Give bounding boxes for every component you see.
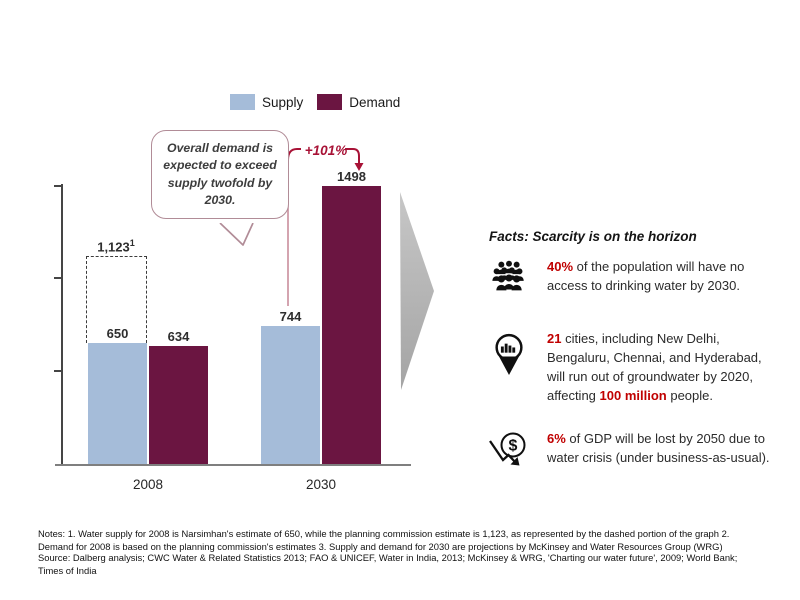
- category-label-2030: 2030: [305, 477, 337, 492]
- dashed-estimate-box: [86, 256, 147, 343]
- y-axis-tick: [54, 277, 62, 279]
- label-demand-2030: 1498: [337, 169, 366, 184]
- bar-demand-2030: [322, 186, 381, 464]
- svg-text:$: $: [509, 438, 518, 455]
- callout-bubble: Overall demand is expected to exceed sup…: [151, 130, 289, 219]
- y-axis-tick: [54, 185, 62, 187]
- label-supply-2008: 650: [106, 326, 129, 341]
- bar-supply-2030: [261, 326, 320, 464]
- legend-label-demand: Demand: [349, 94, 401, 110]
- legend-item-supply: Supply: [230, 94, 303, 110]
- fact-row-cities: 21 cities, including New Delhi, Bengalur…: [486, 330, 786, 405]
- legend-label-supply: Supply: [262, 94, 304, 110]
- gdp-decline-icon: $: [486, 430, 532, 474]
- footnotes: Notes: 1. Water supply for 2008 is Narsi…: [38, 528, 730, 553]
- callout-bubble-tail: [219, 223, 254, 246]
- y-axis-tick: [54, 370, 62, 372]
- bar-demand-2008: [149, 346, 208, 464]
- y-axis: [61, 184, 63, 464]
- fact-row-gdp: $ 6% of GDP will be lost by 2050 due to …: [486, 430, 786, 474]
- alt-estimate-label: 1,1231: [97, 238, 135, 255]
- label-demand-2008: 634: [167, 329, 190, 344]
- legend-item-demand: Demand: [317, 94, 400, 110]
- label-supply-2030: 744: [279, 309, 302, 324]
- x-axis: [55, 464, 411, 466]
- fact-text-population: 40% of the population will have no acces…: [547, 259, 745, 293]
- people-crowd-icon: [486, 258, 532, 298]
- bar-supply-2008: [88, 343, 147, 464]
- chart-legend: Supply Demand: [230, 94, 400, 110]
- growth-bracket-icon: [287, 148, 364, 306]
- demand-swatch-icon: [317, 94, 343, 110]
- fact-row-population: 40% of the population will have no acces…: [486, 258, 786, 298]
- facts-heading: Facts: Scarcity is on the horizon: [489, 229, 697, 244]
- map-pin-city-icon: [486, 330, 532, 382]
- source-line: Source: Dalberg analysis; CWC Water & Re…: [38, 552, 738, 577]
- supply-swatch-icon: [230, 94, 255, 110]
- fact-text-cities: 21 cities, including New Delhi, Bengalur…: [547, 331, 762, 403]
- category-label-2008: 2008: [132, 477, 164, 492]
- transition-arrow-icon: [400, 192, 434, 390]
- growth-percent-label: +101%: [304, 143, 348, 158]
- fact-text-gdp: 6% of GDP will be lost by 2050 due to wa…: [547, 431, 770, 465]
